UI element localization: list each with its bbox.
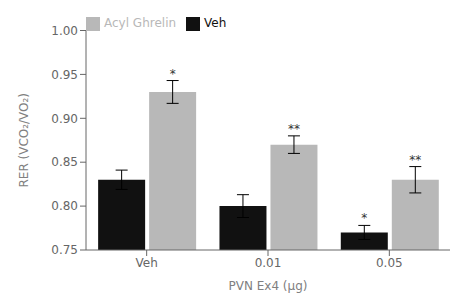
html-text:Acyl Ghrelin: Acyl Ghrelin xyxy=(104,16,177,30)
svg-text:Veh: Veh xyxy=(136,256,158,270)
svg-text:1.00: 1.00 xyxy=(51,24,78,38)
svg-text:**: ** xyxy=(409,153,421,167)
svg-text:0.05: 0.05 xyxy=(376,256,403,270)
svg-text:*: * xyxy=(170,67,176,81)
svg-text:0.85: 0.85 xyxy=(51,155,78,169)
svg-text:0.80: 0.80 xyxy=(51,199,78,213)
svg-text:*: * xyxy=(361,211,367,225)
svg-text:0.75: 0.75 xyxy=(51,243,78,257)
svg-text:0.90: 0.90 xyxy=(51,112,78,126)
svg-text:**: ** xyxy=(288,122,300,136)
svg-text:RER (VCO₂/VO₂): RER (VCO₂/VO₂) xyxy=(17,93,31,188)
html-text:Veh: Veh xyxy=(204,16,227,30)
svg-text:0.95: 0.95 xyxy=(51,68,78,82)
svg-text:PVN Ex4 (µg): PVN Ex4 (µg) xyxy=(229,279,308,293)
svg-text:0.01: 0.01 xyxy=(255,256,282,270)
